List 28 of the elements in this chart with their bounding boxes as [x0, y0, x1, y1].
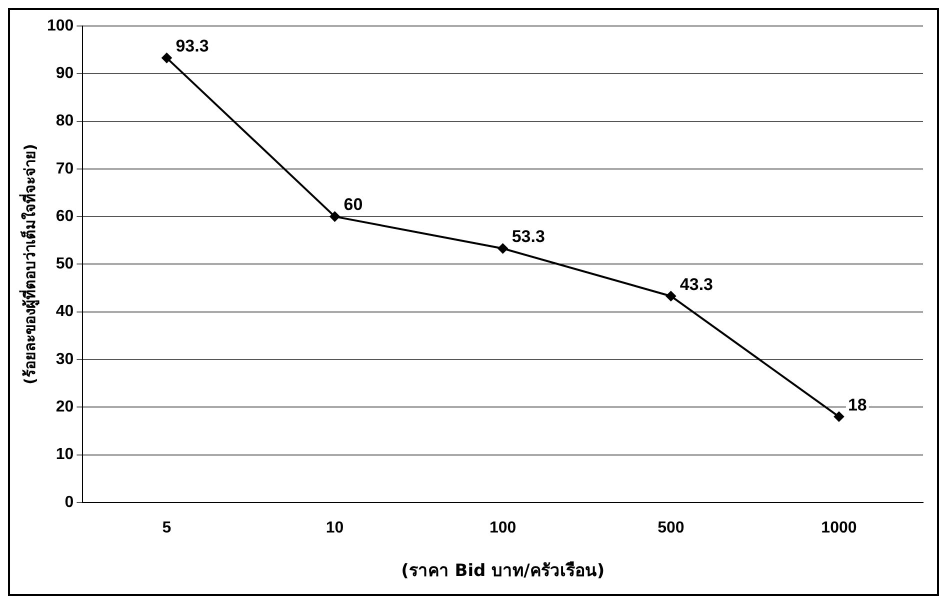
x-tick-label: 10 [326, 519, 344, 536]
point [666, 291, 676, 302]
y-tick-label: 30 [56, 350, 74, 368]
y-tick-label: 90 [56, 65, 74, 82]
y-tick-label: 20 [56, 398, 74, 416]
y-tick-label: 60 [56, 208, 74, 225]
y-axis-title: (ร้อยละของผู้ที่ตอบว่าเต็มใจที่จะจ่าย) [18, 144, 40, 385]
y-tick-label: 40 [56, 303, 74, 320]
y-tick-label: 10 [56, 446, 74, 464]
x-tick-label: 500 [658, 519, 684, 536]
point [330, 212, 340, 222]
data-label: 53.3 [512, 227, 545, 246]
data-label: 93.3 [176, 36, 209, 56]
y-tick-label: 100 [46, 17, 74, 34]
point [834, 412, 844, 422]
x-tick-label: 1000 [821, 519, 857, 536]
x-tick-label: 100 [489, 519, 516, 536]
point [498, 243, 508, 254]
data-label: 18 [848, 395, 867, 414]
y-tick-label: 80 [56, 112, 74, 130]
point [162, 52, 172, 63]
data-label: 43.3 [680, 274, 713, 294]
y-tick-label: 50 [56, 256, 74, 273]
x-axis-title: (ราคา Bid บาท/ครัวเรือน) [401, 560, 605, 582]
data-label: 60 [344, 195, 363, 214]
y-tick-label: 0 [64, 494, 74, 511]
x-tick-label: 5 [162, 519, 172, 536]
y-tick-label: 70 [56, 160, 74, 178]
